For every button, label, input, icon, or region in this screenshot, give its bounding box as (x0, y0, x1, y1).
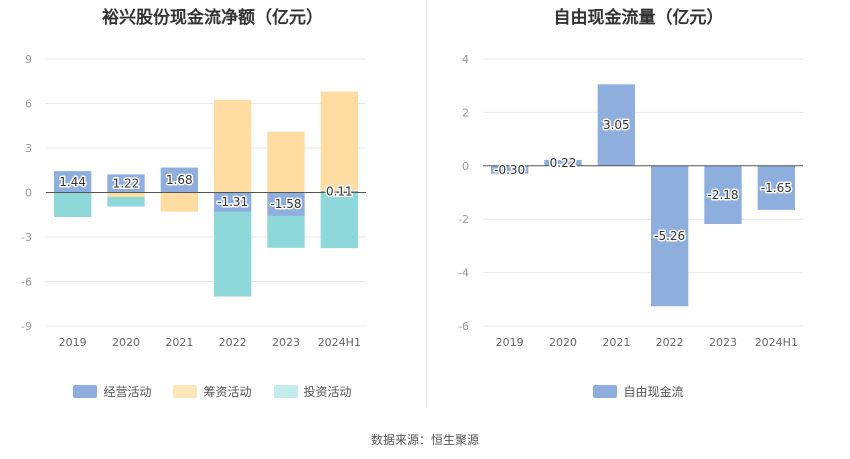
x-tick-label-2020: 2020 (112, 336, 140, 349)
legend-cashflow: 经营活动 筹资活动 投资活动 (0, 383, 425, 400)
bar-2023 (704, 165, 742, 225)
x-tick-label-2019: 2019 (59, 336, 87, 349)
y-tick-label: -3 (21, 231, 32, 244)
legend-label-operating: 经营活动 (103, 385, 152, 399)
bar---2019 (54, 192, 92, 217)
legend-swatch-investing (273, 385, 298, 398)
bar---2019 (54, 171, 92, 193)
y-tick-label: -6 (21, 276, 32, 289)
data-label-2023: -1.58 (270, 197, 301, 211)
legend-label-free-cashflow: 自由现金流 (623, 385, 684, 399)
x-tick-label-2019: 2019 (496, 336, 524, 349)
legend-item-free-cashflow[interactable]: 自由现金流 (593, 383, 684, 400)
y-tick-label: 9 (25, 53, 32, 66)
bar-2019 (491, 165, 529, 174)
legend-swatch-free-cashflow (593, 385, 618, 398)
y-tick-label: 0 (462, 160, 469, 173)
bar---2022 (214, 211, 252, 297)
x-tick-label-2023: 2023 (709, 336, 737, 349)
legend-item-investing[interactable]: 投资活动 (273, 383, 352, 400)
y-tick-label: 2 (462, 106, 469, 119)
data-label-2021: 3.05 (603, 118, 630, 132)
bar---2024h1 (320, 91, 358, 191)
legend-item-operating[interactable]: 经营活动 (73, 383, 151, 400)
bar---2022 (214, 192, 252, 212)
bar---2022 (214, 99, 252, 193)
y-tick-label: 6 (25, 98, 32, 111)
data-source-note: 数据来源：恒生聚源 (370, 433, 479, 447)
data-label-2022: -1.31 (217, 195, 248, 209)
legend-free-cashflow: 自由现金流 (427, 383, 850, 400)
x-tick-label-2020: 2020 (549, 336, 577, 349)
y-tick-label: 3 (25, 142, 32, 155)
x-tick-label-2022: 2022 (219, 336, 247, 349)
bar-2024h1 (757, 165, 795, 210)
y-tick-label: -2 (458, 213, 469, 226)
bar---2024h1 (320, 192, 358, 249)
x-tick-label-2022: 2022 (656, 336, 684, 349)
data-label-2020: 1.22 (113, 176, 140, 190)
free-cashflow-plot: 4 2 0 -2 -4 -6 2019 2020 2021 2022 2023 2024H1 -0.30… (458, 53, 803, 349)
bar---2020 (107, 174, 145, 193)
free-cashflow-chart: 自由现金流量（亿元） 4 2 0 -2 -4 -6 2019 2020 2021 2022 2023… (427, 0, 850, 410)
bar---2020 (107, 192, 145, 197)
bar---2020 (107, 196, 145, 207)
bar---2024h1 (320, 190, 358, 193)
legend-label-financing: 筹资活动 (203, 385, 252, 399)
legend-swatch-financing (173, 385, 198, 398)
bar---2021 (160, 192, 198, 212)
cashflow-net-plot: 9 6 3 0 -3 -6 -9 2019 2020 2021 2022 2023 2024H1 1.44… (21, 53, 366, 349)
data-label-2020: 0.22 (550, 156, 577, 170)
bar---2023 (267, 131, 305, 193)
bar-2022 (651, 165, 689, 307)
cashflow-net-chart: 裕兴股份现金流净额（亿元） 9 6 3 0 -3 -6 -9 2019 2020 2021 2022… (0, 0, 425, 410)
legend-item-financing[interactable]: 筹资活动 (173, 383, 252, 400)
panel-divider (426, 0, 427, 408)
x-tick-label-2021: 2021 (165, 336, 193, 349)
bar---2021 (160, 167, 198, 193)
chart-title-free-cashflow: 自由现金流量（亿元） (553, 8, 724, 28)
data-label-2022: -5.26 (654, 229, 685, 243)
bar---2023 (267, 215, 305, 248)
y-tick-label: -6 (458, 320, 469, 333)
y-tick-label: -9 (21, 320, 32, 333)
y-tick-label: 4 (462, 53, 469, 66)
x-tick-label-2024h1: 2024H1 (755, 336, 798, 349)
data-label-2024h1: -1.65 (761, 181, 792, 195)
chart-title-cashflow: 裕兴股份现金流净额（亿元） (102, 8, 323, 28)
data-label-2019: -0.30 (494, 163, 525, 177)
y-tick-label: -4 (458, 267, 469, 280)
legend-label-investing: 投资活动 (303, 385, 352, 399)
y-tick-label: 0 (25, 187, 32, 200)
bar-2021 (597, 84, 635, 166)
x-tick-label-2024h1: 2024H1 (318, 336, 361, 349)
data-label-2023: -2.18 (707, 188, 738, 202)
bar---2023 (267, 192, 305, 216)
data-label-2021: 1.68 (166, 173, 193, 187)
x-tick-label-2021: 2021 (602, 336, 630, 349)
data-label-2024h1: 0.11 (326, 185, 353, 199)
x-tick-label-2023: 2023 (272, 336, 300, 349)
data-label-2019: 1.44 (59, 175, 86, 189)
bar-2020 (544, 159, 582, 166)
legend-swatch-operating (73, 385, 98, 398)
